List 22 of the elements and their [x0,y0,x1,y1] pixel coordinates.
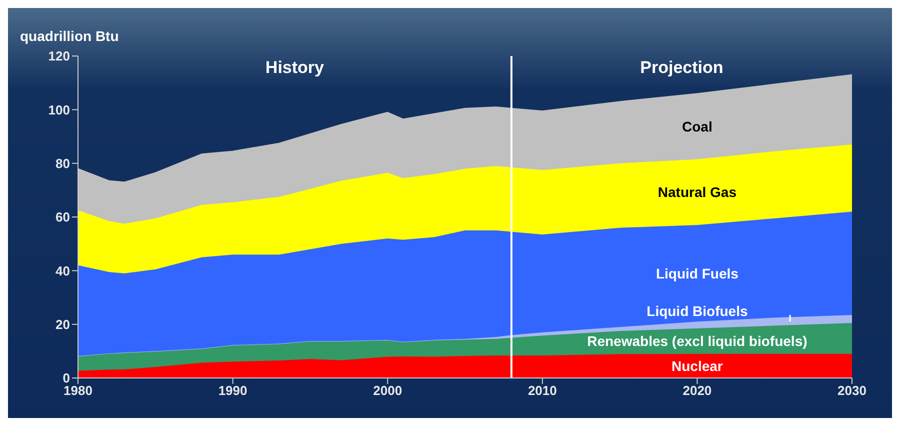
x-tick-label: 1990 [218,383,248,398]
series-label: Coal [682,118,712,134]
y-tick-label: 80 [56,156,70,171]
series-label: Nuclear [672,358,724,374]
series-label: Natural Gas [658,184,737,200]
y-tick-label: 60 [56,210,70,225]
y-axis-title: quadrillion Btu [20,28,119,44]
y-tick-label: 120 [48,48,70,64]
x-tick-label: 2010 [528,383,557,398]
series-label: Liquid Biofuels [646,302,748,319]
series-label: Liquid Fuels [656,265,739,282]
series-label: Renewables (excl liquid biofuels) [587,333,808,350]
y-tick-label: 40 [56,263,70,278]
x-tick-label: 2020 [682,383,712,398]
y-tick-label: 0 [62,370,70,386]
x-tick-label: 2000 [373,383,402,398]
annotation: Projection [640,58,724,78]
x-tick-label: 1980 [64,383,92,398]
y-tick-label: 100 [48,102,70,118]
annotation: History [265,58,325,78]
x-tick-label: 2030 [838,383,866,398]
y-tick-label: 20 [56,316,70,332]
